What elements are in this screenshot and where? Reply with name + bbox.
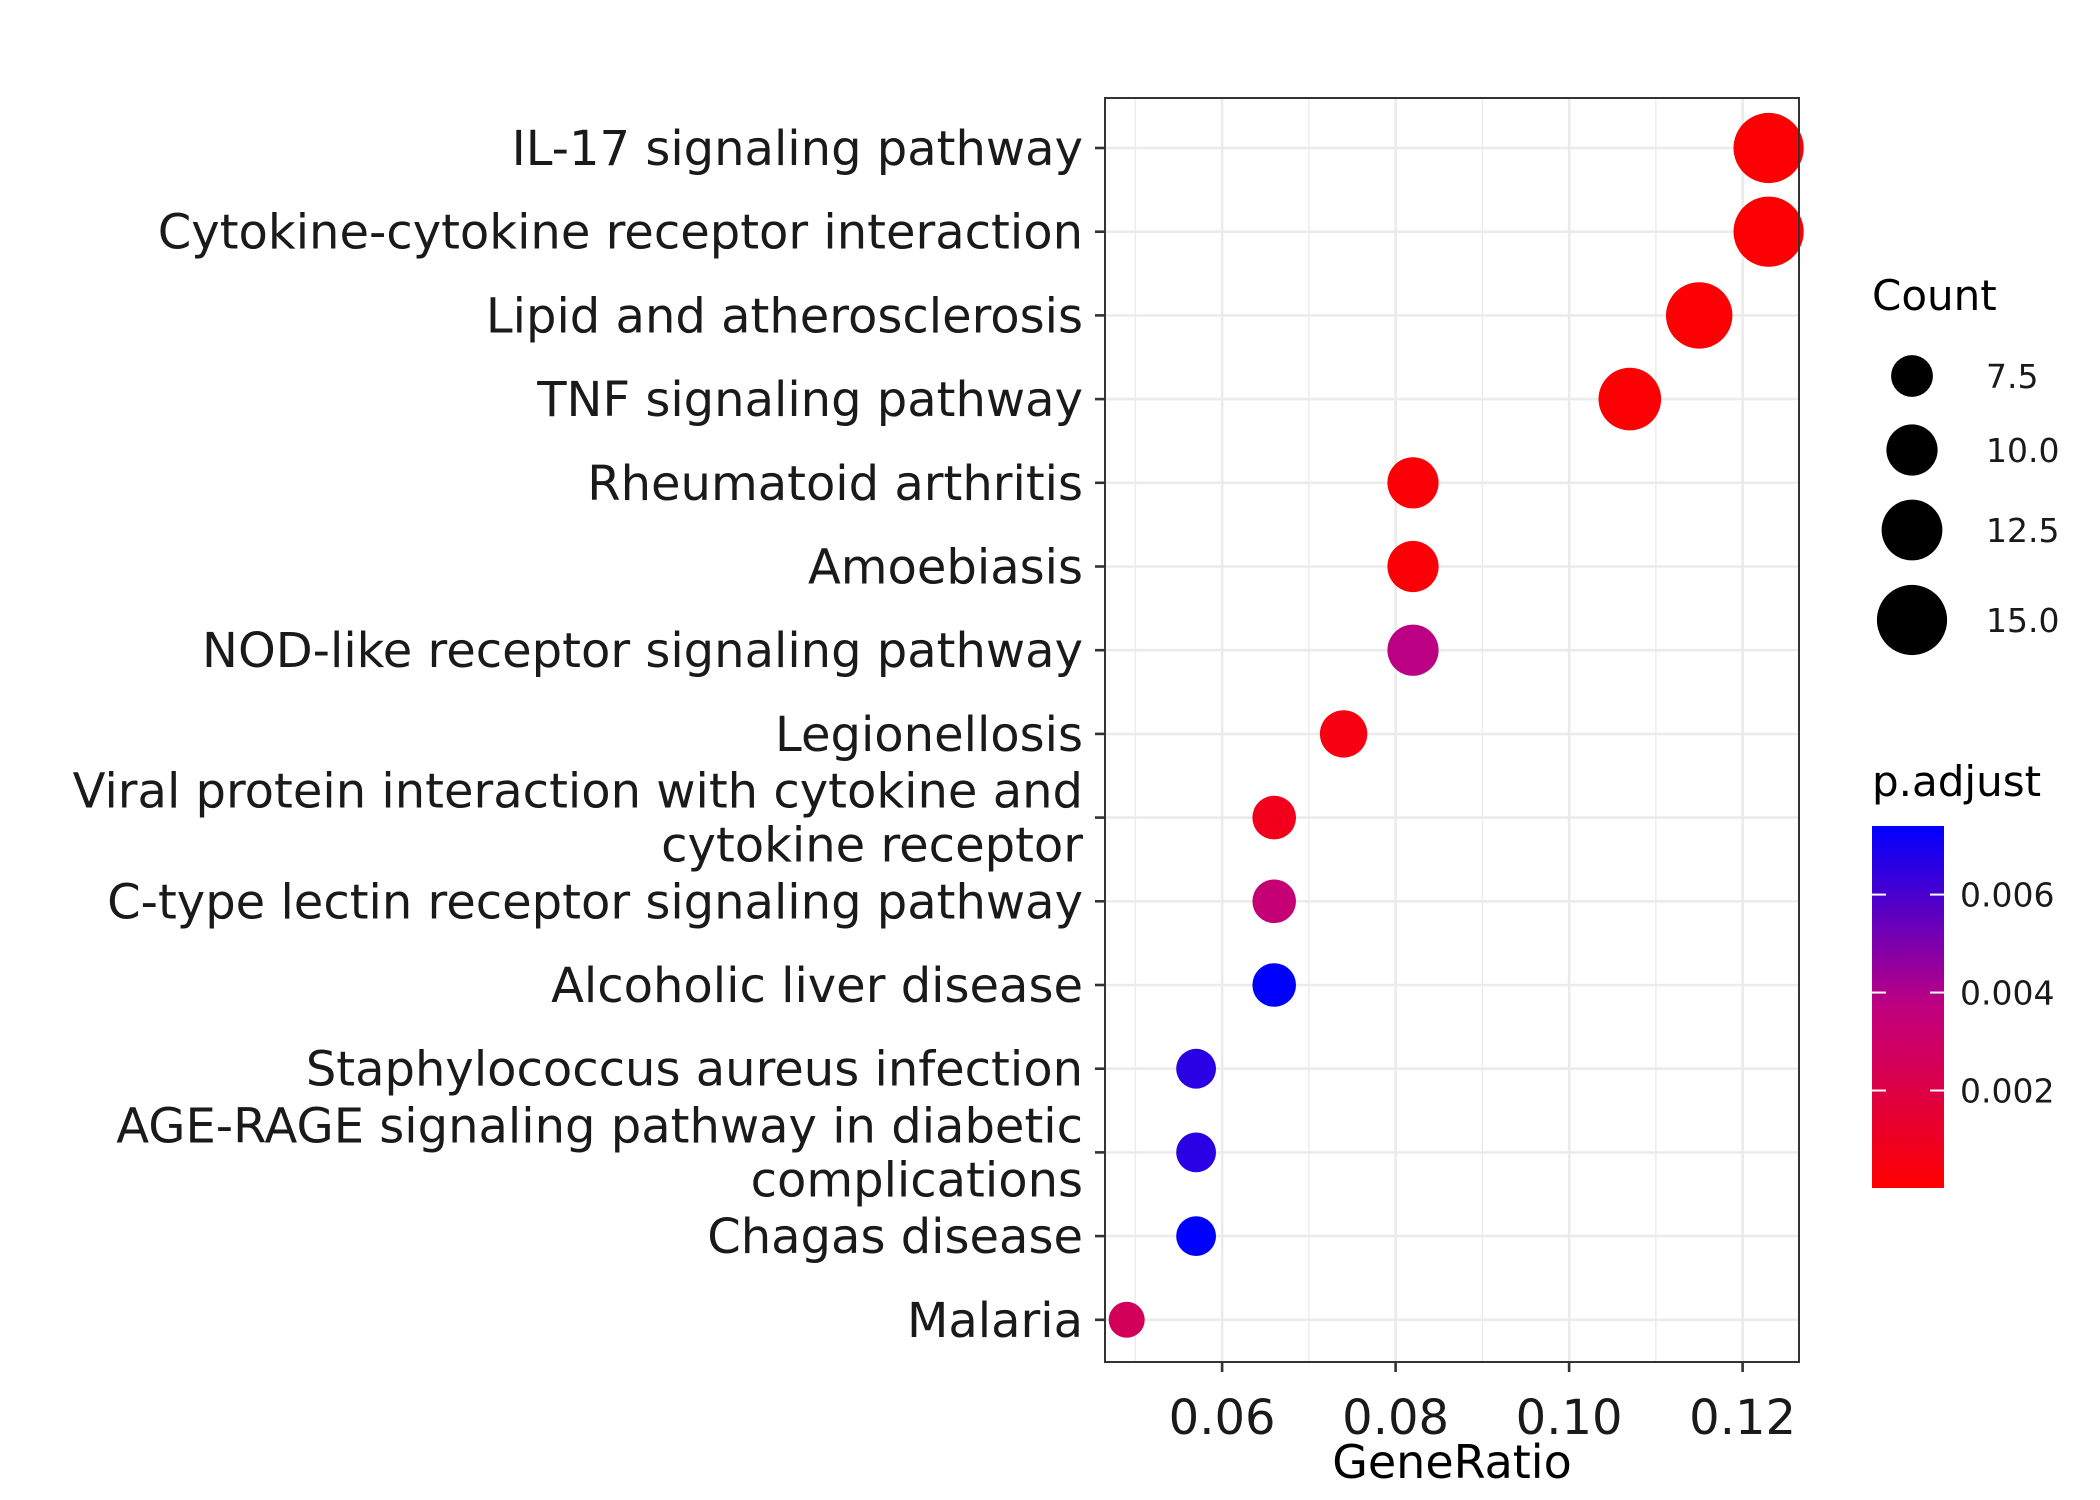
data-point — [1733, 196, 1804, 267]
data-point — [1733, 112, 1804, 184]
count-legend-key — [1881, 499, 1943, 561]
data-point — [1252, 879, 1296, 924]
category-label: Alcoholic liver disease — [551, 958, 1083, 1014]
plot-panel-border — [1104, 97, 1800, 1363]
count-legend-title: Count — [1872, 271, 1997, 320]
category-label: Lipid and atherosclerosis — [486, 288, 1083, 344]
x-tick-label: 0.06 — [1169, 1390, 1276, 1446]
data-point — [1319, 710, 1368, 758]
data-point — [1108, 1301, 1145, 1338]
count-legend: Count 7.5 10.0 12.5 15.0 — [1872, 271, 2059, 656]
x-axis-title: GeneRatio — [1332, 1435, 1572, 1489]
data-point — [1387, 457, 1439, 509]
data-point — [1598, 367, 1662, 431]
x-tick-label: 0.12 — [1689, 1390, 1796, 1446]
category-label: AGE-RAGE signaling pathway in diabetic co… — [116, 1098, 1083, 1208]
count-legend-key — [1876, 584, 1948, 656]
category-label: Viral protein interaction with cytokine … — [73, 764, 1084, 874]
x-tick-label: 0.08 — [1342, 1390, 1449, 1446]
count-legend-label: 15.0 — [1986, 601, 2059, 640]
y-axis: IL-17 signaling pathway Cytokine-cytokine… — [73, 121, 1105, 1349]
data-point — [1252, 795, 1296, 840]
data-point — [1176, 1048, 1216, 1089]
category-label: Staphylococcus aureus infection — [306, 1042, 1083, 1098]
count-legend-label: 12.5 — [1986, 511, 2059, 550]
category-label: TNF signaling pathway — [536, 372, 1083, 428]
count-legend-key — [1886, 424, 1938, 476]
p-adjust-legend-label: 0.006 — [1960, 876, 2054, 915]
category-label: Malaria — [907, 1293, 1083, 1349]
x-axis: 0.06 0.08 0.10 0.12 — [1169, 1362, 1796, 1446]
category-label: Amoebiasis — [808, 540, 1083, 596]
p-adjust-legend-title: p.adjust — [1872, 757, 2041, 806]
x-tick-label: 0.10 — [1516, 1390, 1623, 1446]
category-label: NOD-like receptor signaling pathway — [202, 623, 1083, 679]
p-adjust-colorbar — [1872, 826, 1944, 1188]
count-legend-label: 7.5 — [1986, 357, 2038, 396]
data-point — [1666, 282, 1733, 349]
count-legend-key — [1891, 355, 1933, 397]
p-adjust-legend-label: 0.004 — [1960, 974, 2054, 1013]
category-label: C-type lectin receptor signaling pathway — [107, 874, 1083, 930]
p-adjust-legend: p.adjust 0.002 0.004 0.006 — [1872, 757, 2054, 1188]
category-label: Legionellosis — [775, 707, 1083, 763]
category-label: Rheumatoid arthritis — [587, 456, 1083, 512]
data-point — [1252, 963, 1296, 1007]
category-label: IL-17 signaling pathway — [512, 121, 1083, 177]
category-label: Cytokine-cytokine receptor interaction — [158, 205, 1083, 261]
data-point — [1176, 1132, 1216, 1173]
data-point — [1387, 540, 1439, 593]
data-points — [1108, 112, 1804, 1338]
data-point — [1176, 1216, 1216, 1256]
data-point — [1387, 624, 1439, 676]
p-adjust-legend-label: 0.002 — [1960, 1072, 2054, 1111]
category-label: Chagas disease — [707, 1209, 1083, 1265]
count-legend-label: 10.0 — [1986, 431, 2059, 470]
